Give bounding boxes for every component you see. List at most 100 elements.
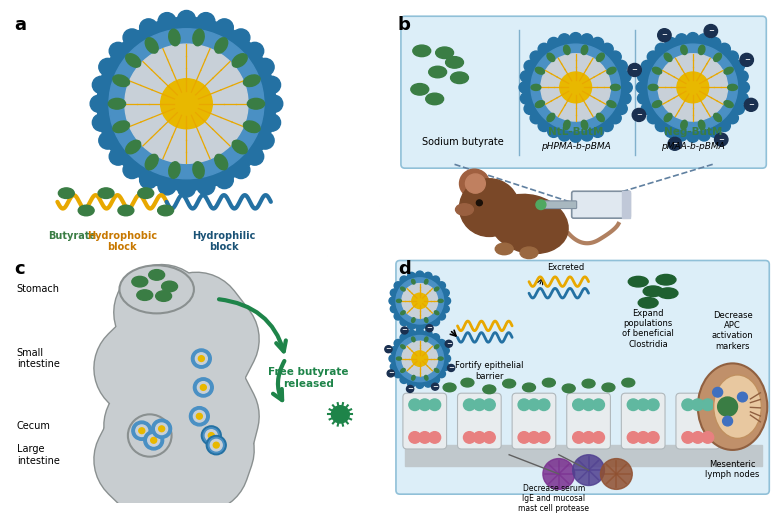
Circle shape [473, 432, 485, 443]
Circle shape [560, 72, 591, 103]
Circle shape [538, 120, 550, 132]
Circle shape [99, 58, 117, 76]
Circle shape [477, 200, 482, 206]
Circle shape [615, 103, 627, 114]
Text: a: a [15, 16, 27, 34]
Ellipse shape [564, 120, 570, 129]
Circle shape [548, 37, 560, 49]
Circle shape [412, 351, 427, 366]
Circle shape [390, 289, 399, 297]
Circle shape [431, 383, 438, 390]
Circle shape [407, 322, 416, 330]
Circle shape [402, 283, 438, 318]
Text: −: − [748, 102, 754, 108]
Ellipse shape [412, 375, 415, 380]
Ellipse shape [145, 38, 158, 53]
Text: Neg-ButM: Neg-ButM [664, 127, 722, 137]
Circle shape [193, 378, 213, 397]
Circle shape [400, 334, 408, 342]
Text: NtL-ButM: NtL-ButM [548, 127, 604, 137]
Text: Hydrophilic
block: Hydrophilic block [193, 231, 256, 252]
Circle shape [201, 426, 222, 445]
Ellipse shape [412, 318, 415, 322]
Text: −: − [708, 28, 714, 34]
Circle shape [740, 54, 753, 67]
Circle shape [601, 120, 613, 132]
Circle shape [394, 340, 402, 347]
Text: −: − [432, 384, 438, 389]
Circle shape [416, 381, 424, 388]
Text: −: − [632, 67, 637, 73]
Text: d: d [398, 261, 411, 279]
FancyBboxPatch shape [676, 393, 720, 449]
FancyBboxPatch shape [396, 261, 769, 494]
Ellipse shape [611, 84, 620, 90]
Circle shape [407, 272, 416, 280]
Circle shape [541, 54, 611, 121]
Circle shape [665, 126, 677, 137]
Circle shape [484, 432, 495, 443]
Circle shape [520, 71, 532, 82]
Circle shape [392, 332, 448, 385]
Ellipse shape [438, 300, 443, 303]
Circle shape [409, 399, 420, 410]
Circle shape [692, 432, 704, 443]
Circle shape [441, 363, 449, 370]
Circle shape [416, 271, 424, 279]
Circle shape [424, 330, 432, 337]
Circle shape [161, 79, 212, 129]
Text: −: − [718, 137, 724, 142]
Circle shape [677, 72, 709, 103]
Text: −: − [402, 328, 407, 333]
Ellipse shape [396, 357, 402, 360]
Ellipse shape [724, 101, 733, 108]
Circle shape [92, 76, 110, 94]
Ellipse shape [434, 287, 439, 291]
Circle shape [698, 34, 710, 45]
Circle shape [263, 114, 281, 131]
Circle shape [416, 323, 424, 331]
Text: −: − [636, 112, 642, 118]
Ellipse shape [542, 378, 555, 387]
Ellipse shape [652, 67, 661, 74]
Ellipse shape [581, 120, 588, 129]
Circle shape [519, 82, 531, 93]
Circle shape [648, 44, 738, 131]
Ellipse shape [429, 66, 447, 78]
Ellipse shape [597, 113, 604, 122]
Ellipse shape [412, 279, 415, 284]
Ellipse shape [108, 98, 126, 109]
Circle shape [265, 95, 283, 112]
Circle shape [592, 37, 604, 49]
Ellipse shape [161, 281, 178, 292]
Circle shape [732, 60, 744, 72]
Circle shape [633, 109, 646, 122]
Ellipse shape [215, 38, 228, 53]
Circle shape [144, 431, 164, 450]
Ellipse shape [247, 98, 264, 109]
Circle shape [92, 114, 110, 131]
Bar [622, 191, 630, 218]
Circle shape [615, 60, 627, 72]
Circle shape [702, 399, 714, 410]
Circle shape [197, 413, 202, 419]
Ellipse shape [523, 383, 535, 392]
Text: Fortify epithelial
barrier: Fortify epithelial barrier [455, 361, 523, 381]
Circle shape [524, 60, 536, 72]
Circle shape [528, 432, 540, 443]
Ellipse shape [138, 188, 154, 199]
Ellipse shape [168, 29, 180, 46]
Circle shape [407, 380, 416, 387]
Circle shape [390, 347, 399, 355]
Circle shape [647, 112, 659, 124]
Circle shape [473, 399, 485, 410]
Ellipse shape [98, 188, 114, 199]
Ellipse shape [664, 53, 672, 61]
Ellipse shape [629, 276, 648, 287]
Circle shape [641, 60, 653, 72]
Circle shape [698, 129, 710, 141]
Circle shape [714, 133, 728, 146]
Circle shape [197, 178, 215, 195]
Circle shape [191, 349, 211, 368]
Circle shape [158, 426, 165, 432]
